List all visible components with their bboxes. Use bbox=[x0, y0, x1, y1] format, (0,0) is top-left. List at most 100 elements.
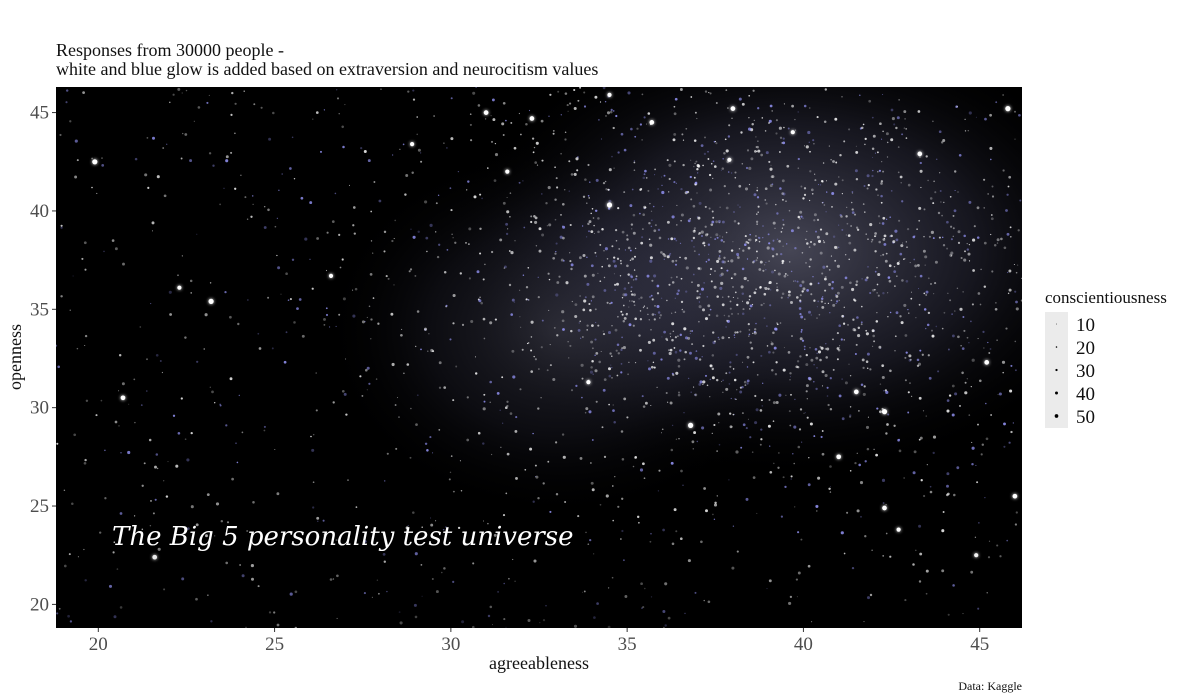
background-point bbox=[574, 314, 578, 319]
background-point bbox=[446, 147, 448, 149]
background-point bbox=[716, 259, 720, 263]
background-point bbox=[151, 230, 154, 232]
background-point bbox=[615, 114, 618, 118]
background-point bbox=[671, 424, 674, 427]
background-point bbox=[267, 208, 270, 212]
background-point bbox=[658, 236, 662, 240]
background-point bbox=[386, 452, 389, 455]
background-point bbox=[894, 335, 897, 338]
background-point bbox=[816, 317, 818, 319]
background-point bbox=[794, 398, 796, 401]
background-point bbox=[60, 295, 63, 298]
background-point bbox=[761, 405, 763, 407]
background-point bbox=[741, 102, 745, 106]
background-point bbox=[267, 296, 270, 299]
x-axis: 20 25 30 35 40 45 bbox=[89, 628, 989, 655]
background-point bbox=[547, 272, 550, 275]
background-point bbox=[768, 350, 771, 354]
background-point bbox=[840, 215, 843, 218]
background-point bbox=[762, 382, 764, 384]
background-point bbox=[772, 240, 775, 242]
background-point bbox=[825, 343, 827, 345]
background-point bbox=[824, 289, 827, 292]
background-point bbox=[677, 289, 680, 292]
background-point bbox=[849, 406, 852, 408]
background-point bbox=[705, 260, 708, 263]
background-point bbox=[832, 235, 836, 238]
background-point bbox=[773, 462, 775, 465]
background-point bbox=[647, 360, 649, 362]
background-point bbox=[860, 323, 863, 326]
background-point bbox=[747, 323, 750, 326]
background-point bbox=[370, 240, 373, 242]
background-point bbox=[815, 356, 819, 360]
background-point bbox=[724, 138, 727, 141]
background-point bbox=[710, 223, 714, 226]
background-point bbox=[817, 300, 820, 303]
background-point bbox=[674, 336, 677, 339]
background-point bbox=[729, 307, 732, 310]
background-point bbox=[757, 149, 761, 153]
background-point bbox=[778, 239, 781, 243]
background-point bbox=[748, 117, 750, 119]
background-point bbox=[679, 349, 682, 352]
background-point bbox=[827, 302, 830, 305]
background-point bbox=[1008, 269, 1012, 273]
background-point bbox=[942, 244, 946, 247]
background-point bbox=[1001, 360, 1006, 364]
background-point bbox=[777, 466, 780, 469]
background-point bbox=[325, 307, 328, 310]
background-point bbox=[866, 187, 869, 190]
background-point bbox=[758, 236, 760, 238]
background-point bbox=[867, 183, 870, 187]
background-point bbox=[989, 146, 993, 150]
background-point bbox=[676, 292, 679, 296]
background-point bbox=[612, 259, 616, 263]
background-point bbox=[590, 212, 592, 215]
background-point bbox=[923, 208, 926, 211]
background-point bbox=[633, 300, 635, 303]
background-point bbox=[590, 366, 593, 369]
background-point bbox=[824, 347, 827, 351]
background-point bbox=[763, 302, 765, 305]
background-point bbox=[274, 225, 277, 228]
background-point bbox=[861, 358, 865, 362]
background-point bbox=[410, 228, 412, 230]
data-point bbox=[483, 110, 489, 115]
background-point bbox=[947, 292, 949, 294]
background-point bbox=[181, 255, 183, 257]
background-point bbox=[547, 186, 551, 190]
background-point bbox=[583, 299, 587, 303]
background-point bbox=[791, 335, 793, 337]
background-point bbox=[417, 230, 420, 234]
background-point bbox=[799, 294, 802, 297]
background-point bbox=[621, 297, 624, 299]
background-point bbox=[566, 104, 569, 107]
background-point bbox=[746, 382, 749, 385]
background-point bbox=[278, 189, 280, 191]
background-point bbox=[150, 303, 152, 305]
background-point bbox=[118, 390, 120, 392]
background-point bbox=[994, 307, 998, 311]
background-point bbox=[614, 289, 616, 291]
x-tick-label: 40 bbox=[794, 634, 813, 655]
background-point bbox=[128, 403, 130, 405]
background-point bbox=[905, 280, 909, 283]
background-point bbox=[666, 401, 669, 403]
background-point bbox=[352, 289, 354, 291]
background-point bbox=[156, 175, 160, 179]
background-point bbox=[737, 204, 739, 206]
background-point bbox=[679, 242, 682, 245]
background-point bbox=[875, 188, 878, 191]
background-point bbox=[646, 307, 649, 309]
background-point bbox=[731, 425, 733, 428]
background-point bbox=[693, 139, 697, 142]
background-point bbox=[691, 281, 693, 283]
background-point bbox=[823, 120, 827, 123]
background-point bbox=[823, 241, 826, 244]
background-point bbox=[876, 407, 879, 410]
background-point bbox=[604, 247, 608, 251]
background-point bbox=[744, 187, 749, 191]
background-point bbox=[466, 396, 469, 399]
background-point bbox=[752, 89, 755, 92]
